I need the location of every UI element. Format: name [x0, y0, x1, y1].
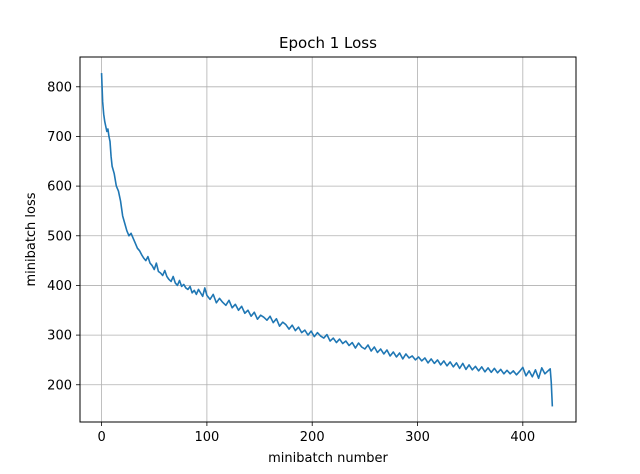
y-axis-ticks: 200 300 400 500 600 700 800: [47, 80, 80, 393]
x-tick-label: 100: [194, 430, 219, 445]
series-group: [100, 73, 554, 407]
y-tick-label: 600: [47, 180, 72, 195]
y-tick-label: 500: [47, 229, 72, 244]
x-tick-label: 0: [97, 430, 105, 445]
y-tick-label: 400: [47, 279, 72, 294]
y-tick-label: 800: [47, 80, 72, 95]
x-tick-label: 400: [510, 430, 535, 445]
y-tick-label: 200: [47, 378, 72, 393]
chart-title: Epoch 1 Loss: [279, 34, 377, 52]
x-tick-label: 200: [300, 430, 325, 445]
loss-series-line: [100, 73, 554, 407]
y-axis-label: minibatch loss: [24, 192, 39, 286]
x-axis-label: minibatch number: [268, 451, 388, 466]
y-tick-label: 700: [47, 130, 72, 145]
x-axis-ticks: 0 100 200 300 400: [97, 422, 535, 445]
x-tick-label: 300: [405, 430, 430, 445]
plot-frame: [79, 56, 577, 423]
y-tick-label: 300: [47, 329, 72, 344]
grid-lines: [80, 57, 576, 422]
